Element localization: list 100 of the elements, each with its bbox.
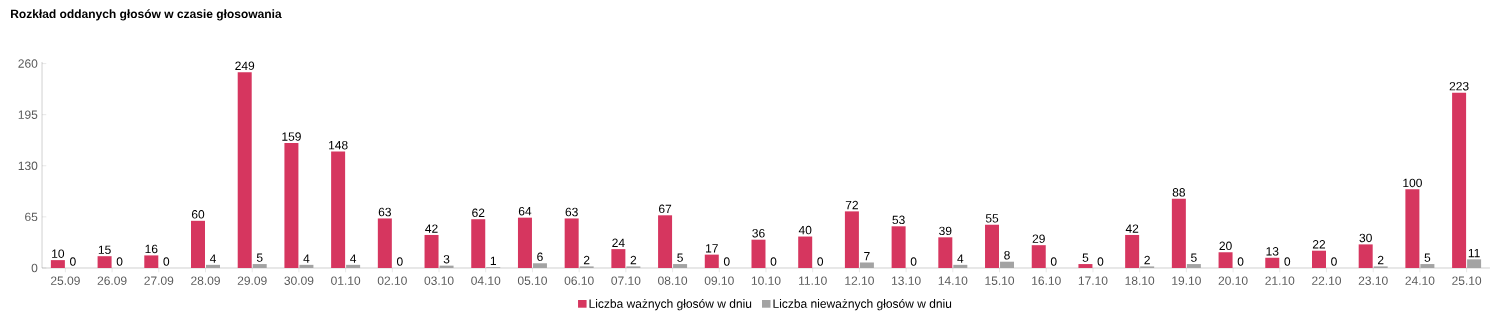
bar: [1452, 92, 1467, 268]
data-label: 17: [706, 244, 718, 253]
bar: [1125, 234, 1140, 268]
data-label: 249: [235, 61, 255, 70]
bar: [191, 220, 205, 268]
bar: [299, 264, 314, 268]
data-label: 24: [612, 238, 625, 247]
x-tick-label: 04.10: [471, 276, 501, 285]
data-label: 0: [1331, 257, 1337, 266]
data-label: 60: [191, 210, 205, 219]
x-tick-label: 01.10: [331, 276, 361, 285]
data-label: 6: [537, 252, 543, 262]
bar: [97, 256, 112, 268]
data-label: 159: [282, 132, 301, 141]
y-tick-label: 0: [31, 263, 38, 273]
legend-label: Liczba nieważnych głosów w dniu: [773, 298, 952, 311]
x-tick-label: 06.10: [564, 276, 594, 285]
data-label: 4: [350, 254, 357, 263]
legend-label: Liczba ważnych głosów w dniu: [589, 298, 752, 311]
data-label: 2: [630, 255, 637, 265]
data-label: 100: [1403, 178, 1422, 188]
x-tick-label: 13.10: [892, 276, 921, 285]
bar: [1311, 250, 1326, 268]
data-label: 0: [116, 257, 123, 266]
data-label: 0: [770, 257, 777, 266]
data-label: 5: [1082, 253, 1089, 262]
x-tick-label: 30.09: [284, 276, 314, 285]
data-label: 29: [1032, 234, 1045, 243]
bar: [859, 262, 874, 268]
bar: [953, 264, 968, 268]
bar: [331, 151, 346, 268]
bar: [1031, 245, 1046, 268]
x-tick-label: 25.09: [50, 276, 80, 285]
x-tick-label: 27.09: [144, 276, 174, 285]
data-label: 223: [1449, 81, 1469, 91]
data-label: 55: [985, 214, 999, 223]
x-tick-label: 21.10: [1265, 276, 1295, 285]
data-label: 39: [939, 226, 952, 236]
data-label: 8: [1004, 251, 1010, 260]
data-label: 62: [472, 208, 485, 218]
data-label: 15: [98, 245, 111, 254]
data-label: 0: [70, 257, 76, 266]
data-label: 0: [396, 257, 403, 266]
x-tick-label: 09.10: [704, 276, 734, 285]
x-tick-label: 07.10: [611, 276, 641, 285]
x-tick-label: 17.10: [1078, 276, 1108, 285]
bar: [206, 264, 220, 268]
bar: [798, 236, 813, 268]
x-tick-label: 03.10: [424, 276, 454, 285]
bar: [144, 255, 159, 268]
bar: [1467, 259, 1482, 268]
bar: [1405, 189, 1420, 268]
x-tick-label: 08.10: [658, 276, 688, 285]
bar: [751, 239, 766, 268]
bar: [673, 264, 688, 268]
bar: [517, 217, 532, 268]
data-label: 0: [1050, 257, 1057, 266]
x-tick-label: 10.10: [751, 276, 781, 285]
bar: [1000, 261, 1015, 268]
data-label: 3: [443, 254, 450, 264]
bar: [50, 260, 65, 268]
x-tick-label: 05.10: [517, 276, 547, 285]
data-label: 148: [329, 140, 348, 150]
data-label: 11: [1468, 248, 1480, 258]
data-label: 2: [1377, 255, 1384, 265]
data-label: 5: [1424, 253, 1431, 262]
data-label: 30: [1359, 233, 1372, 243]
bar: [611, 249, 626, 268]
bar: [471, 219, 486, 268]
data-label: 36: [752, 228, 765, 238]
data-label: 2: [583, 255, 590, 265]
x-tick-label: 02.10: [377, 276, 407, 285]
bar: [1218, 252, 1233, 268]
bar: [704, 254, 719, 268]
bar: [658, 215, 673, 268]
y-tick-label: 65: [25, 212, 38, 222]
y-tick-label: 130: [18, 161, 38, 171]
data-label: 0: [723, 257, 730, 266]
data-label: 88: [1172, 188, 1185, 197]
data-label: 0: [1237, 257, 1244, 266]
bar: [985, 224, 1000, 268]
data-label: 4: [209, 254, 216, 263]
x-tick-label: 12.10: [845, 276, 874, 285]
data-label: 2: [1144, 255, 1150, 265]
data-label: 0: [910, 257, 917, 266]
bar: [284, 142, 299, 268]
x-tick-label: 29.09: [237, 276, 267, 285]
bar: [1358, 244, 1373, 268]
bar: [1186, 264, 1201, 268]
bar: [564, 218, 579, 268]
bar: [346, 264, 361, 268]
bar: [1171, 198, 1186, 268]
bar: [1078, 264, 1093, 268]
bar: [424, 234, 439, 268]
x-tick-label: 20.10: [1218, 276, 1248, 285]
data-label: 20: [1219, 241, 1232, 251]
data-label: 22: [1312, 240, 1326, 249]
data-label: 42: [1125, 224, 1139, 233]
x-tick-label: 25.10: [1452, 276, 1482, 285]
data-label: 63: [565, 207, 578, 217]
